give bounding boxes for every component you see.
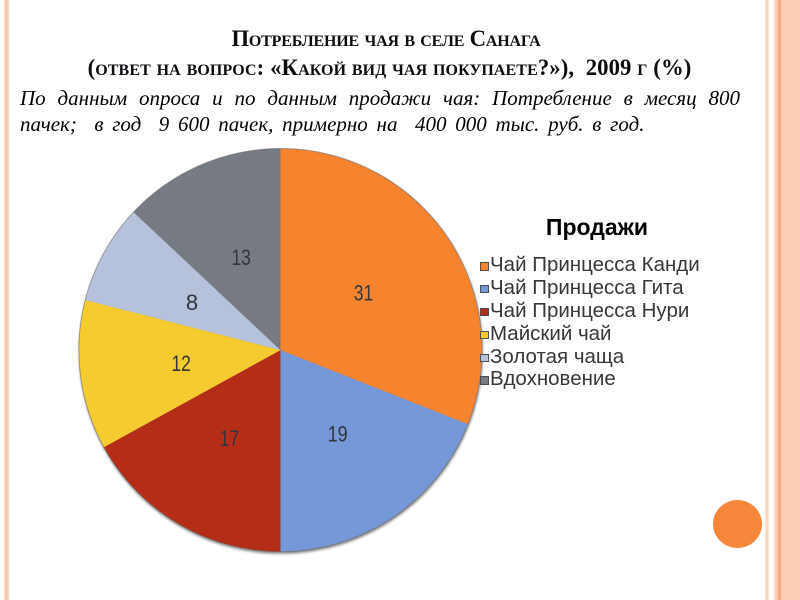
svg-text:12: 12 [171, 351, 191, 376]
svg-text:31: 31 [354, 281, 374, 306]
svg-text:8: 8 [186, 290, 198, 315]
svg-text:19: 19 [328, 422, 348, 447]
svg-text:13: 13 [231, 245, 251, 270]
svg-text:17: 17 [220, 426, 240, 451]
